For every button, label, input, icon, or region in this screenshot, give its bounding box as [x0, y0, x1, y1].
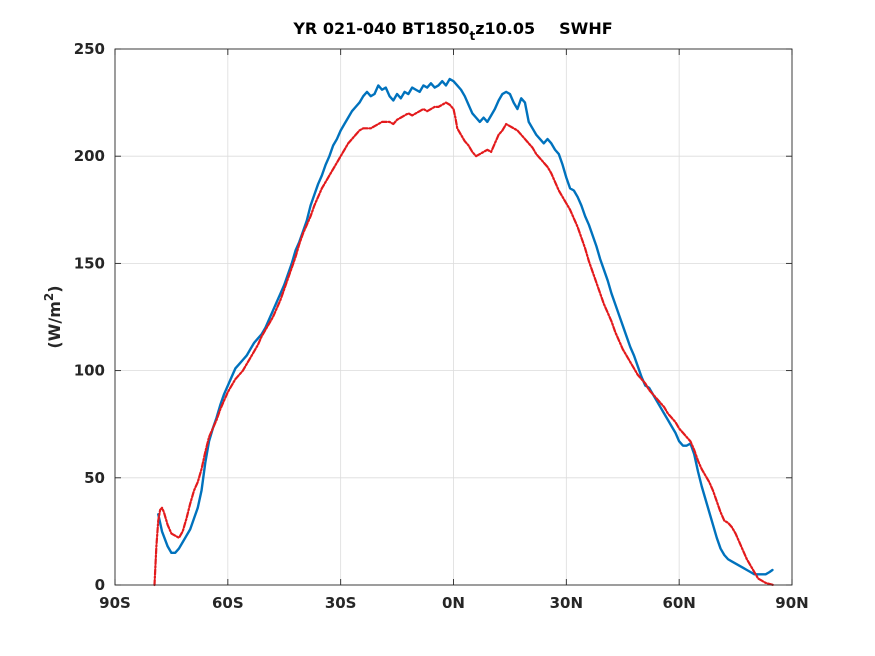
grid-lines [115, 49, 792, 585]
chart-title-field: SWHF [559, 19, 613, 38]
y-axis-label-superscript: 2 [42, 293, 56, 301]
y-tick-label: 250 [74, 40, 105, 58]
y-tick-label: 100 [74, 362, 105, 380]
x-tick-label: 60N [662, 594, 695, 612]
tick-labels: 90S 60S 30S 0N 30N 60N 90N 0 50 100 150 200 250 [74, 40, 809, 612]
y-tick-label: 200 [74, 147, 105, 165]
x-tick-label: 30S [325, 594, 357, 612]
data-series [153, 77, 775, 587]
chart-title-subscript: t [469, 29, 475, 43]
series-line-2 [153, 101, 775, 587]
x-tick-label: 60S [212, 594, 244, 612]
x-tick-label: 90S [99, 594, 131, 612]
y-axis-label: (W/m2) [42, 285, 64, 348]
y-axis-label-text: (W/m [45, 301, 64, 348]
x-tick-label: 90N [775, 594, 808, 612]
x-tick-label: 0N [442, 594, 465, 612]
x-tick-label: 30N [550, 594, 583, 612]
y-tick-label: 150 [74, 254, 105, 272]
y-tick-label: 50 [84, 469, 105, 487]
y-axis-label-close: ) [45, 285, 64, 292]
axes [114, 48, 793, 586]
chart-title-prefix: YR 021-040 BT1850 [292, 19, 469, 38]
chart-title: YR 021-040 BT1850tz10.05 SWHF [292, 19, 612, 43]
y-tick-label: 0 [95, 576, 105, 594]
chart-title-suffix: z10.05 [475, 19, 535, 38]
